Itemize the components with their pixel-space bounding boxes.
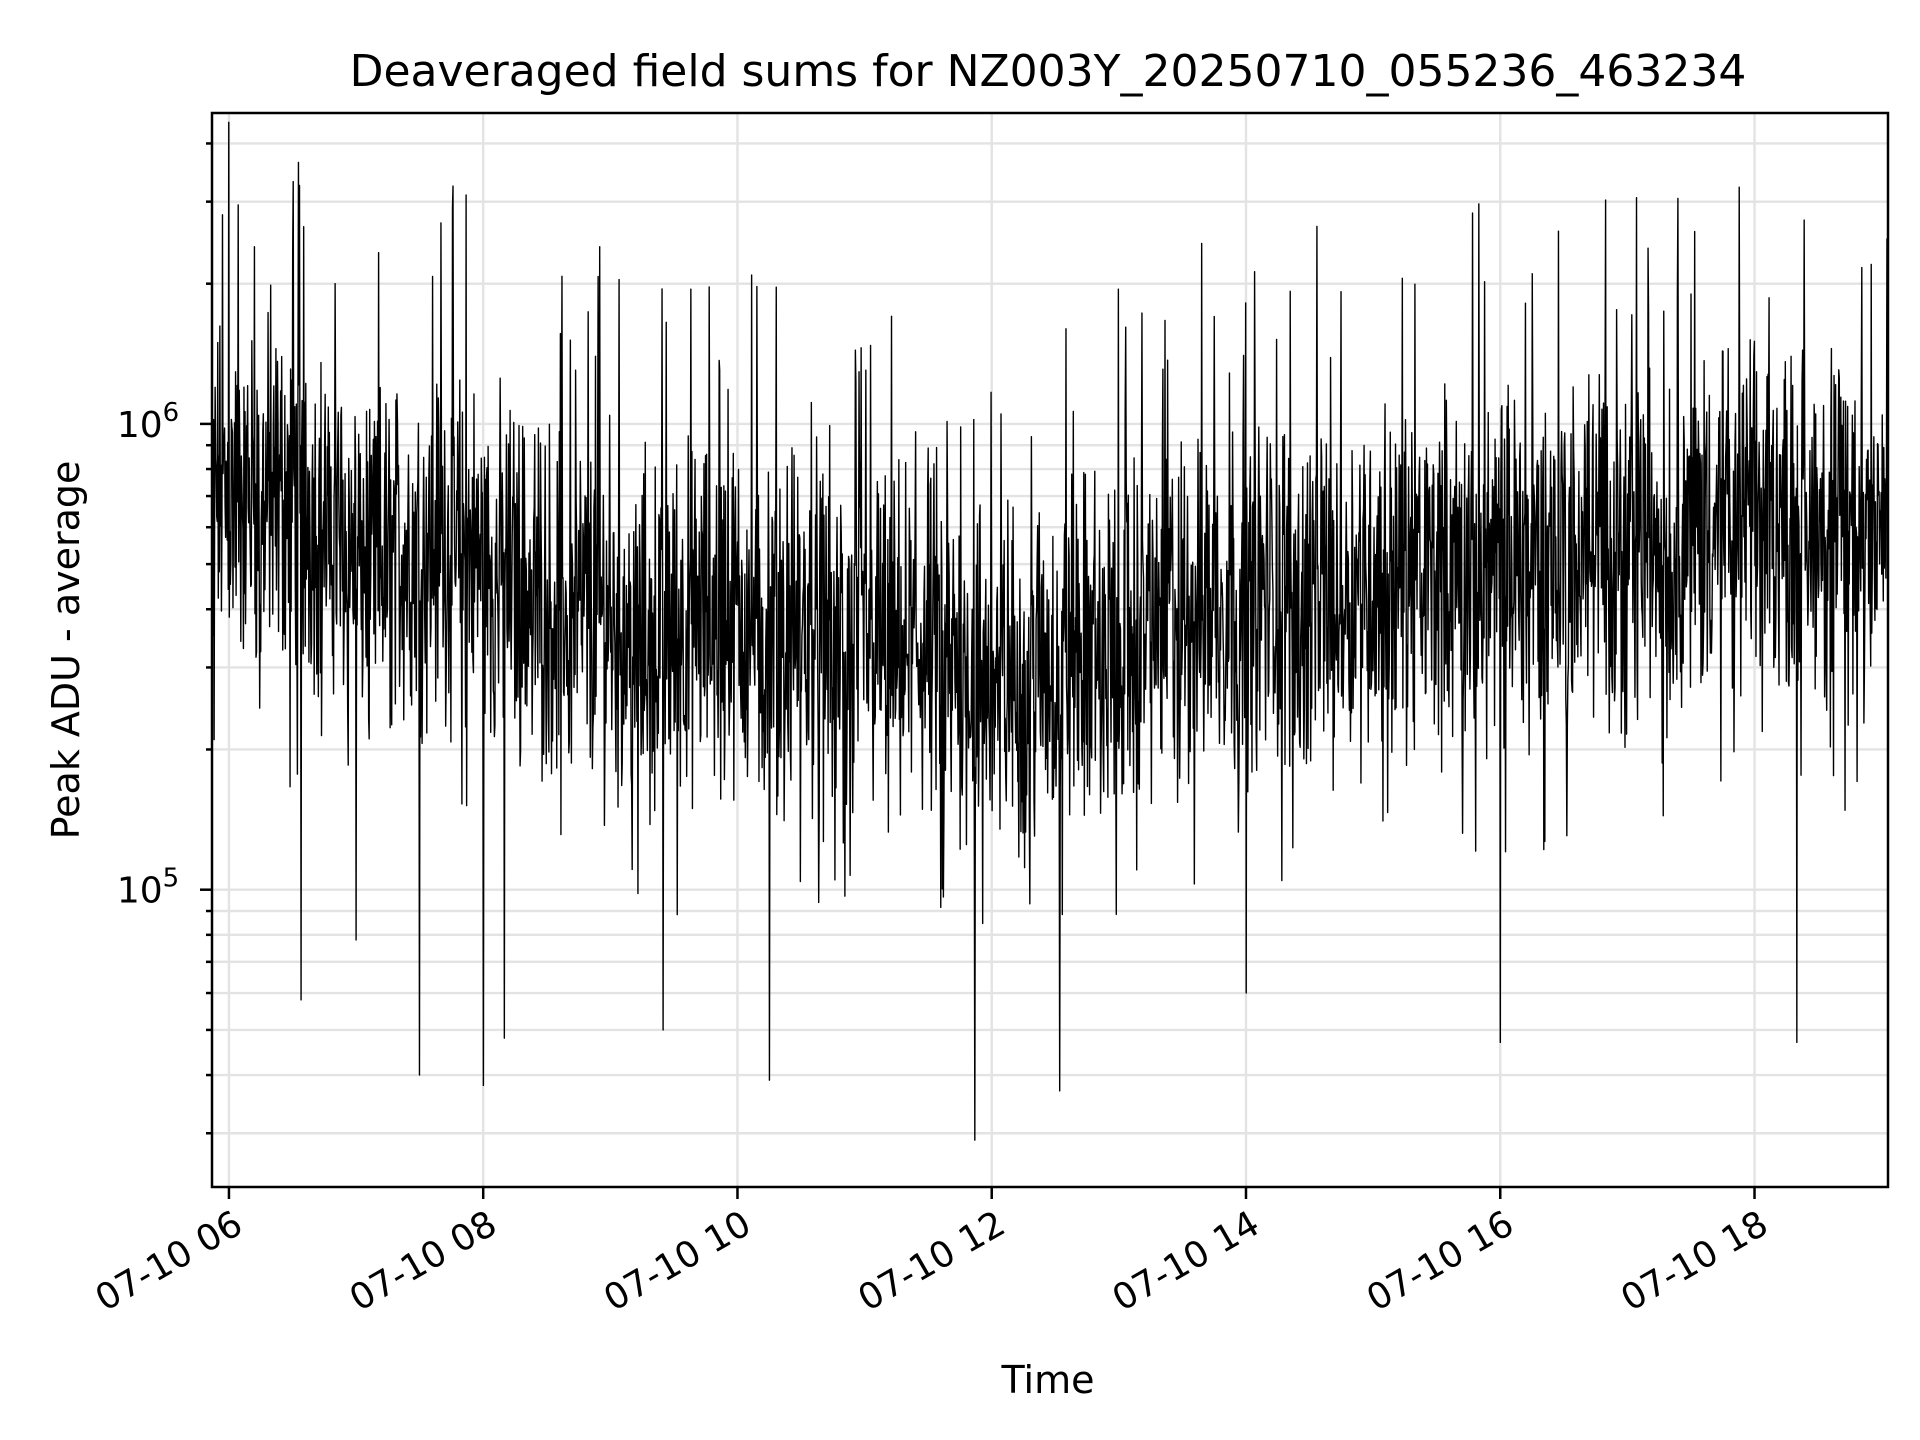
y-tick-label: 106: [117, 398, 179, 446]
x-tick-label: 07-10 16: [1360, 1203, 1521, 1319]
data-point: [1870, 263, 1872, 265]
data-point: [1213, 316, 1215, 318]
data-point: [292, 250, 294, 252]
series-path: [211, 121, 1889, 1141]
data-point: [1796, 1041, 1798, 1043]
data-point: [253, 246, 255, 248]
data-point: [419, 1074, 421, 1076]
x-tick-label: 07-10 10: [597, 1203, 758, 1319]
data-point: [662, 1029, 664, 1031]
x-axis-ticks: 07-10 06 07-10 08 07-10 10 07-10 12 07-10 14…: [89, 1187, 1775, 1320]
data-point: [1245, 992, 1247, 994]
data-point: [503, 1037, 505, 1039]
x-axis-label: Time: [1001, 1358, 1095, 1402]
data-point: [300, 999, 302, 1001]
data-point: [1499, 1041, 1501, 1043]
data-point: [465, 194, 467, 196]
series-line: [211, 112, 1889, 1141]
data-point: [1059, 1090, 1061, 1092]
data-point: [482, 1084, 484, 1086]
data-point: [355, 939, 357, 941]
data-point: [768, 1079, 770, 1081]
chart-title: Deaveraged field sums for NZ003Y_2025071…: [350, 46, 1747, 97]
y-tick-label: 105: [117, 864, 179, 912]
data-point: [974, 1139, 976, 1141]
x-tick-label: 07-10 14: [1106, 1203, 1267, 1319]
x-tick-label: 07-10 06: [89, 1203, 250, 1319]
data-point: [213, 739, 215, 741]
y-axis-ticks: 105 106: [117, 142, 212, 1135]
data-point: [1690, 293, 1692, 295]
x-tick-label: 07-10 12: [852, 1203, 1013, 1319]
data-point: [599, 246, 601, 248]
x-tick-label: 07-10 18: [1614, 1203, 1775, 1319]
y-axis-label: Peak ADU - average: [44, 461, 88, 840]
plot-frame: [210, 111, 1890, 1189]
data-point: [1065, 328, 1067, 330]
data-point: [334, 283, 336, 285]
data-point: [1531, 273, 1533, 275]
x-tick-label: 07-10 08: [343, 1203, 504, 1319]
data-point: [440, 222, 442, 224]
